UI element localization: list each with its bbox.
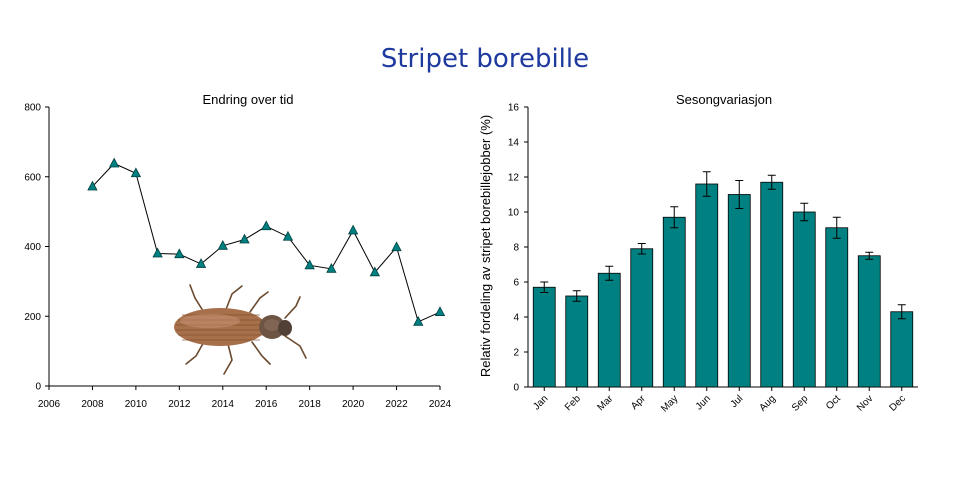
bar-x-tick-label: Apr <box>629 393 648 412</box>
line-y-tick-label: 400 <box>24 242 41 253</box>
line-y-tick-label: 600 <box>24 172 41 183</box>
line-point-marker <box>413 315 424 326</box>
bar-y-tick-label: 8 <box>513 243 519 254</box>
line-x-tick-label: 2016 <box>255 399 278 410</box>
line-point-marker <box>282 230 294 241</box>
bar-x-tick-label: Aug <box>758 393 778 413</box>
bar-y-tick-label: 16 <box>508 103 520 114</box>
beetle-image <box>174 284 307 375</box>
line-point-marker <box>326 262 337 273</box>
line-point-marker <box>434 306 446 316</box>
line-series <box>92 162 441 323</box>
bar-y-tick-label: 6 <box>513 278 519 289</box>
bar <box>597 272 621 388</box>
line-y-tick-label: 0 <box>35 382 41 393</box>
line-chart-title: Endring over tid <box>202 92 293 107</box>
line-points <box>87 157 446 326</box>
bar-y-tick-label: 2 <box>513 348 519 359</box>
bar-chart-title: Sesongvariasjon <box>676 92 772 107</box>
line-x-tick-label: 2008 <box>81 399 104 410</box>
line-point-marker <box>239 233 250 244</box>
bar <box>695 183 719 388</box>
bar-x-tick-label: Feb <box>563 393 583 413</box>
line-point-marker <box>195 258 207 268</box>
bar <box>792 211 816 388</box>
line-x-tick-label: 2012 <box>168 399 191 410</box>
line-point-marker <box>109 157 120 168</box>
line-y-tick-label: 800 <box>24 103 41 114</box>
line-x-tick-label: 2018 <box>299 399 322 410</box>
bar <box>890 311 914 388</box>
bar-x-tick-label: May <box>659 393 680 414</box>
line-x-tick-label: 2022 <box>385 399 408 410</box>
line-point-marker <box>304 259 315 270</box>
bar-y-ticks: 0 2 4 6 8 10 12 14 16 <box>508 103 528 394</box>
line-x-tick-label: 2024 <box>429 399 452 410</box>
bar <box>825 227 849 388</box>
bar-x-tick-label: Nov <box>855 393 875 413</box>
bar <box>727 194 751 388</box>
bar-y-tick-label: 4 <box>513 313 519 324</box>
bar-y-tick-label: 10 <box>508 208 520 219</box>
line-x-tick-label: 2010 <box>125 399 148 410</box>
line-x-tick-label: 2014 <box>212 399 235 410</box>
line-x-tick-label: 2020 <box>342 399 365 410</box>
bar-y-tick-label: 14 <box>508 138 520 149</box>
line-point-marker <box>261 220 272 231</box>
line-point-marker <box>87 180 98 191</box>
line-y-ticks: 0 200 400 600 800 <box>24 103 49 393</box>
line-x-ticks: 2006 2008 2010 2012 2014 2016 2018 2020 2022 2024 <box>38 386 452 410</box>
bar-y-tick-label: 0 <box>513 383 519 394</box>
bar-x-tick-label: Mar <box>595 393 615 413</box>
bar-x-tick-label: Sep <box>790 393 811 414</box>
bar-x-tick-label: Oct <box>824 393 843 412</box>
bar <box>760 181 784 388</box>
line-point-marker <box>391 241 402 252</box>
bar-x-tick-label: Jan <box>531 393 550 412</box>
bar <box>857 255 881 388</box>
bar <box>565 295 589 388</box>
bar-x-ticks: Jan Feb Mar Apr May Jun Jul Aug Sep Oct Nov Dec <box>531 387 908 414</box>
page-title: Stripet borebille <box>380 44 590 74</box>
bar-series <box>532 171 914 388</box>
line-point-marker <box>152 247 163 258</box>
line-point-marker <box>130 167 142 178</box>
bar <box>630 248 654 388</box>
line-point-marker <box>369 266 380 277</box>
bar-x-tick-label: Dec <box>888 393 908 413</box>
bar <box>662 216 686 388</box>
line-x-tick-label: 2006 <box>38 399 61 410</box>
line-point-marker <box>347 224 359 235</box>
line-point-marker <box>174 248 185 259</box>
line-point-marker <box>217 239 228 250</box>
bar-x-tick-label: Jul <box>729 393 746 410</box>
bar-y-tick-label: 12 <box>508 173 520 184</box>
bar-chart: Sesongvariasjon Relativ fordeling av str… <box>478 92 918 414</box>
line-y-tick-label: 200 <box>24 312 41 323</box>
bar-y-axis-label: Relativ fordeling av stripet borebillejo… <box>478 115 493 377</box>
bar <box>532 286 556 388</box>
bar-x-tick-label: Jun <box>694 393 713 412</box>
